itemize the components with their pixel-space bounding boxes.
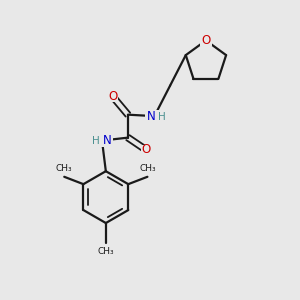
- Text: N: N: [146, 110, 155, 123]
- Text: O: O: [142, 143, 151, 157]
- Text: CH₃: CH₃: [98, 247, 114, 256]
- Text: CH₃: CH₃: [140, 164, 156, 173]
- FancyBboxPatch shape: [107, 91, 118, 102]
- FancyBboxPatch shape: [141, 145, 152, 155]
- Text: O: O: [201, 34, 211, 47]
- FancyBboxPatch shape: [145, 110, 164, 122]
- Text: CH₃: CH₃: [56, 164, 72, 173]
- FancyBboxPatch shape: [200, 35, 212, 46]
- Text: O: O: [108, 90, 117, 103]
- FancyBboxPatch shape: [92, 134, 112, 147]
- Text: H: H: [158, 112, 166, 122]
- Text: N: N: [103, 134, 112, 147]
- Text: H: H: [92, 136, 99, 146]
